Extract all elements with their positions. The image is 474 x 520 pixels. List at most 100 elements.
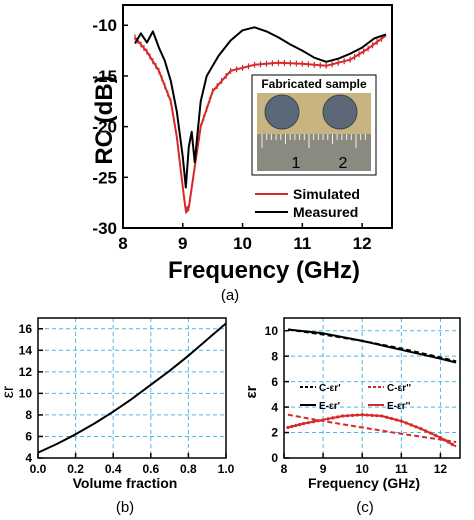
p0-ytick-label-3: -25: [92, 168, 117, 187]
p1-ytick-label-1: 6: [25, 430, 32, 444]
p1-xtick-label-5: 1.0: [218, 462, 235, 476]
p0-xtick-label-3: 11: [293, 234, 311, 253]
p2-ytick-label-4: 8: [271, 349, 278, 363]
p0-plot-frame: [122, 4, 393, 229]
p2-series-cr-line: [287, 413, 457, 444]
panel-a-ylabel: RC (dB): [91, 75, 118, 164]
p2-series-3-marker: [311, 420, 315, 424]
p1-series-0-line: [37, 322, 227, 454]
p2-series-3-marker: [409, 423, 413, 427]
p2-series-3-marker: [385, 415, 389, 419]
p2-series-3-marker: [336, 415, 340, 419]
p2-series-3-marker: [331, 416, 335, 420]
p2-series-3-marker: [316, 419, 320, 423]
p0-ytick-label-2: -20: [92, 118, 117, 137]
p2-ytick-label-0: 0: [271, 451, 278, 465]
p2-series-3-marker: [389, 416, 394, 421]
p2-series-3-marker: [419, 427, 423, 431]
p1-ytick-label-2: 8: [25, 408, 32, 422]
p2-series-3-marker: [380, 414, 384, 418]
p2-series-3-marker: [365, 413, 369, 417]
p2-series-3-marker: [341, 414, 345, 418]
p2-series-3-marker: [438, 436, 443, 440]
p2-ytick-label-5: 10: [265, 324, 279, 338]
panel-a-axes: 8 9 10 11 12 -10 -15 -20 -25 -30: [92, 4, 393, 253]
p2-ytick-label-3: 6: [271, 375, 278, 389]
panel-c-ylabel: εr: [243, 385, 260, 398]
p0-xtick-label-1: 9: [178, 234, 187, 253]
p1-ytick-label-6: 16: [19, 322, 33, 336]
panel-a-xlabel: Frequency (GHz): [168, 257, 360, 284]
p2-xtick-label-3: 11: [395, 462, 408, 476]
panel-c-legend: C-εr' C-εr'' E-εr' E-εr'': [300, 383, 411, 412]
panel-c-axes: 8 9 10 11 12 0 2 4 6 8 10: [265, 317, 461, 476]
inset-title: Fabricated sample: [261, 77, 367, 91]
panel-c-xlabel: Frequency (GHz): [308, 475, 420, 491]
p2-series-3-marker: [399, 419, 403, 423]
p1-xtick-label-2: 0.4: [105, 462, 122, 476]
legend-c-label-1: C-εr'': [387, 383, 411, 394]
legend-c-label-3: E-εr'': [387, 401, 410, 412]
panel-b-axes: 0.0 0.2 0.4 0.6 0.8 1.0 4 6 8 10 12 14 16: [19, 317, 235, 476]
panel-c-caption: (c): [356, 499, 374, 516]
legend-simulated-label: Simulated: [293, 186, 360, 202]
p1-plot-frame: [37, 317, 227, 459]
panel-b-series: [37, 322, 227, 454]
p0-ytick-label-4: -30: [92, 219, 117, 238]
p2-series-3-marker: [350, 413, 355, 417]
p2-xtick-label-4: 12: [434, 462, 448, 476]
panel-a-legend: Simulated Measured: [255, 186, 360, 220]
panel-a-series: [134, 26, 387, 214]
legend-c-label-2: E-εr': [319, 401, 340, 412]
p2-series-3-marker: [298, 422, 302, 427]
p2-series-3-marker: [450, 442, 454, 446]
legend-c-label-0: C-εr': [319, 383, 341, 394]
p1-xtick-label-4: 0.8: [180, 462, 197, 476]
ruler-label-2: 2: [339, 155, 348, 172]
panel-c: 8 9 10 11 12 0 2 4 6 8 10 C-εr' C-εr'' E-εr' E-εr'' ε…: [243, 317, 461, 516]
p2-series-3-marker: [424, 429, 428, 433]
ruler-ticks: [261, 134, 366, 148]
p2-series-3-marker: [360, 413, 364, 417]
panel-c-series: [286, 328, 457, 448]
p2-series-3-marker: [433, 433, 438, 438]
p2-series-3-marker: [375, 414, 379, 418]
p2-xtick-label-2: 10: [356, 462, 370, 476]
p2-series-3-marker: [414, 425, 418, 429]
p2-ytick-label-2: 4: [271, 400, 278, 414]
p2-xtick-label-0: 8: [281, 462, 288, 476]
p2-series-3-marker: [442, 438, 446, 442]
p2-series-3-marker: [286, 425, 290, 430]
p0-ytick-label-1: -15: [92, 67, 117, 86]
sample-disc-right: [322, 94, 358, 130]
p1-ytick-label-4: 12: [19, 365, 33, 379]
p2-series-3-marker: [429, 431, 433, 435]
p2-series-3-marker: [290, 424, 294, 429]
p2-series-3-marker: [446, 440, 450, 444]
sample-disc-left: [264, 94, 300, 130]
p2-series-3-marker: [345, 414, 350, 418]
p1-ytick-label-5: 14: [19, 344, 33, 358]
panel-a: 8 9 10 11 12 -10 -15 -20 -25 -30 RC (dB) Frequenc…: [91, 4, 393, 304]
p0-xtick-label-0: 8: [118, 234, 127, 253]
p1-xtick-label-0: 0.0: [30, 462, 47, 476]
p1-ytick-label-3: 10: [19, 387, 33, 401]
p2-plot-frame: [283, 317, 461, 459]
p2-ytick-label-1: 2: [271, 426, 278, 440]
p2-series-3-marker: [294, 423, 298, 428]
p2-series-3-marker: [355, 413, 359, 417]
ruler: [257, 134, 371, 171]
p2-series-3-marker: [301, 422, 306, 426]
legend-measured-label: Measured: [293, 204, 358, 220]
p2-xtick-label-1: 9: [320, 462, 327, 476]
p2-series-3-marker: [394, 418, 399, 422]
p1-ytick-label-0: 4: [25, 451, 32, 465]
p0-series-measured-line: [134, 26, 387, 189]
p0-xtick-label-4: 12: [353, 234, 372, 253]
p2-series-er-line: [287, 328, 457, 364]
p2-series-3-marker: [306, 421, 311, 425]
p0-ytick-label-0: -10: [92, 16, 117, 35]
p0-xtick-label-2: 10: [233, 234, 252, 253]
panel-b-ylabel: εr: [0, 385, 17, 398]
